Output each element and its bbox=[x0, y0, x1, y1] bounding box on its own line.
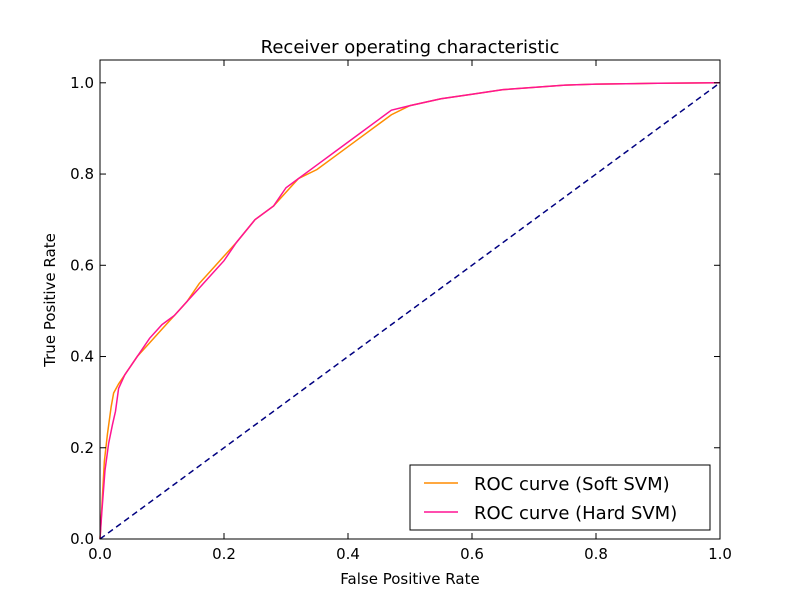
plot-area-background bbox=[100, 60, 720, 539]
x-tick-label: 0.8 bbox=[584, 545, 608, 563]
y-tick-label: 0.6 bbox=[70, 256, 94, 274]
y-axis-label: True Positive Rate bbox=[41, 233, 59, 368]
y-tick-label: 0.4 bbox=[70, 348, 94, 366]
y-tick-label: 1.0 bbox=[70, 74, 94, 92]
legend: ROC curve (Soft SVM) ROC curve (Hard SVM… bbox=[409, 464, 711, 531]
x-tick-label: 1.0 bbox=[708, 545, 732, 563]
chance-diagonal bbox=[99, 82, 721, 540]
legend-frame bbox=[409, 464, 711, 531]
y-tick-label: 0.8 bbox=[70, 165, 94, 183]
plot-frame bbox=[99, 59, 721, 540]
roc-curve-hard-svm bbox=[99, 82, 721, 540]
y-tick-label: 0.0 bbox=[70, 530, 94, 548]
chart-title: Receiver operating characteristic bbox=[261, 37, 560, 58]
x-tick-label: 0.6 bbox=[460, 545, 484, 563]
x-tick-label: 0.2 bbox=[212, 545, 236, 563]
x-axis-label: False Positive Rate bbox=[340, 570, 479, 588]
y-tick-label: 0.2 bbox=[70, 439, 94, 457]
ticks-layer: 0.0 0.2 0.4 0.6 0.8 1.0 0.0 0.2 0.4 0.6 0.8 1.0 bbox=[70, 60, 732, 563]
x-tick-label: 0.4 bbox=[336, 545, 360, 563]
legend-label-soft-svm: ROC curve (Soft SVM) bbox=[474, 474, 670, 495]
legend-label-hard-svm: ROC curve (Hard SVM) bbox=[474, 503, 677, 524]
series-layer bbox=[99, 82, 721, 540]
x-tick-label: 0.0 bbox=[88, 545, 112, 563]
